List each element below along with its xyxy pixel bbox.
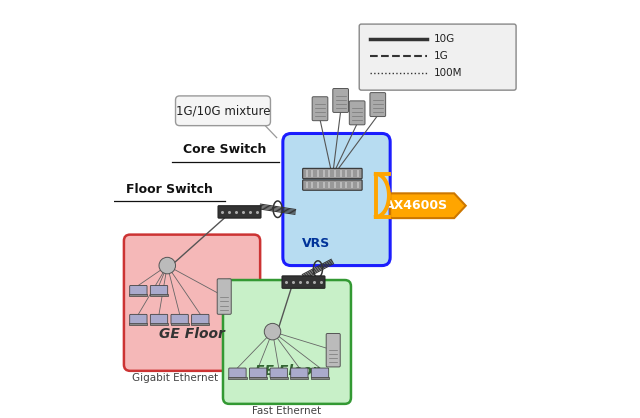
Bar — [328, 171, 330, 177]
FancyBboxPatch shape — [150, 285, 168, 295]
Text: AX4600S: AX4600S — [385, 199, 448, 212]
Text: FE Floor: FE Floor — [255, 364, 319, 378]
Text: 100M: 100M — [433, 68, 462, 78]
Bar — [323, 182, 324, 188]
Bar — [150, 323, 168, 325]
FancyBboxPatch shape — [130, 285, 147, 295]
Bar — [171, 323, 189, 325]
Bar — [228, 377, 246, 379]
FancyBboxPatch shape — [303, 168, 362, 178]
Bar — [356, 182, 359, 188]
Text: Gigabit Ethernet: Gigabit Ethernet — [132, 373, 218, 383]
Text: 1G: 1G — [433, 51, 448, 61]
Circle shape — [159, 257, 175, 274]
FancyBboxPatch shape — [326, 334, 340, 367]
FancyBboxPatch shape — [359, 24, 516, 90]
Bar — [334, 171, 336, 177]
FancyBboxPatch shape — [370, 93, 386, 117]
FancyBboxPatch shape — [311, 368, 329, 378]
Bar — [346, 171, 348, 177]
FancyBboxPatch shape — [303, 180, 362, 190]
Bar — [311, 171, 314, 177]
FancyArrow shape — [390, 194, 466, 218]
FancyBboxPatch shape — [283, 133, 390, 265]
FancyBboxPatch shape — [250, 368, 267, 378]
Text: Core Switch: Core Switch — [184, 143, 267, 156]
Bar — [340, 171, 342, 177]
Bar — [334, 182, 336, 188]
FancyBboxPatch shape — [228, 368, 246, 378]
Bar — [249, 377, 267, 379]
Text: GE Floor: GE Floor — [159, 327, 225, 341]
Bar — [346, 182, 348, 188]
Bar — [323, 171, 324, 177]
Bar — [311, 182, 314, 188]
FancyBboxPatch shape — [218, 206, 261, 218]
Text: 1G/10G mixture: 1G/10G mixture — [176, 104, 270, 117]
Bar — [269, 377, 288, 379]
Bar — [356, 171, 359, 177]
Bar — [328, 182, 330, 188]
FancyBboxPatch shape — [349, 101, 365, 125]
FancyBboxPatch shape — [150, 314, 168, 324]
FancyBboxPatch shape — [291, 368, 308, 378]
Bar — [317, 182, 319, 188]
FancyBboxPatch shape — [312, 97, 328, 121]
Bar — [291, 377, 308, 379]
FancyBboxPatch shape — [217, 279, 231, 314]
Bar — [311, 377, 329, 379]
FancyBboxPatch shape — [175, 96, 271, 126]
Bar — [150, 294, 168, 296]
Bar — [129, 323, 147, 325]
FancyBboxPatch shape — [124, 234, 260, 371]
Text: Fast Ethernet: Fast Ethernet — [252, 406, 321, 416]
FancyBboxPatch shape — [130, 314, 147, 324]
Bar — [305, 171, 308, 177]
FancyBboxPatch shape — [223, 280, 351, 404]
FancyBboxPatch shape — [191, 314, 209, 324]
FancyBboxPatch shape — [333, 89, 349, 112]
Text: Floor Switch: Floor Switch — [126, 183, 212, 196]
Bar — [351, 182, 353, 188]
FancyBboxPatch shape — [270, 368, 287, 378]
FancyBboxPatch shape — [171, 314, 188, 324]
Bar — [317, 171, 319, 177]
Bar — [340, 182, 342, 188]
Bar — [305, 182, 308, 188]
Circle shape — [264, 324, 281, 340]
Text: 10G: 10G — [433, 33, 455, 43]
Bar — [129, 294, 147, 296]
Bar — [191, 323, 209, 325]
FancyBboxPatch shape — [282, 276, 325, 288]
Text: VRS: VRS — [301, 237, 330, 250]
Bar — [351, 171, 353, 177]
